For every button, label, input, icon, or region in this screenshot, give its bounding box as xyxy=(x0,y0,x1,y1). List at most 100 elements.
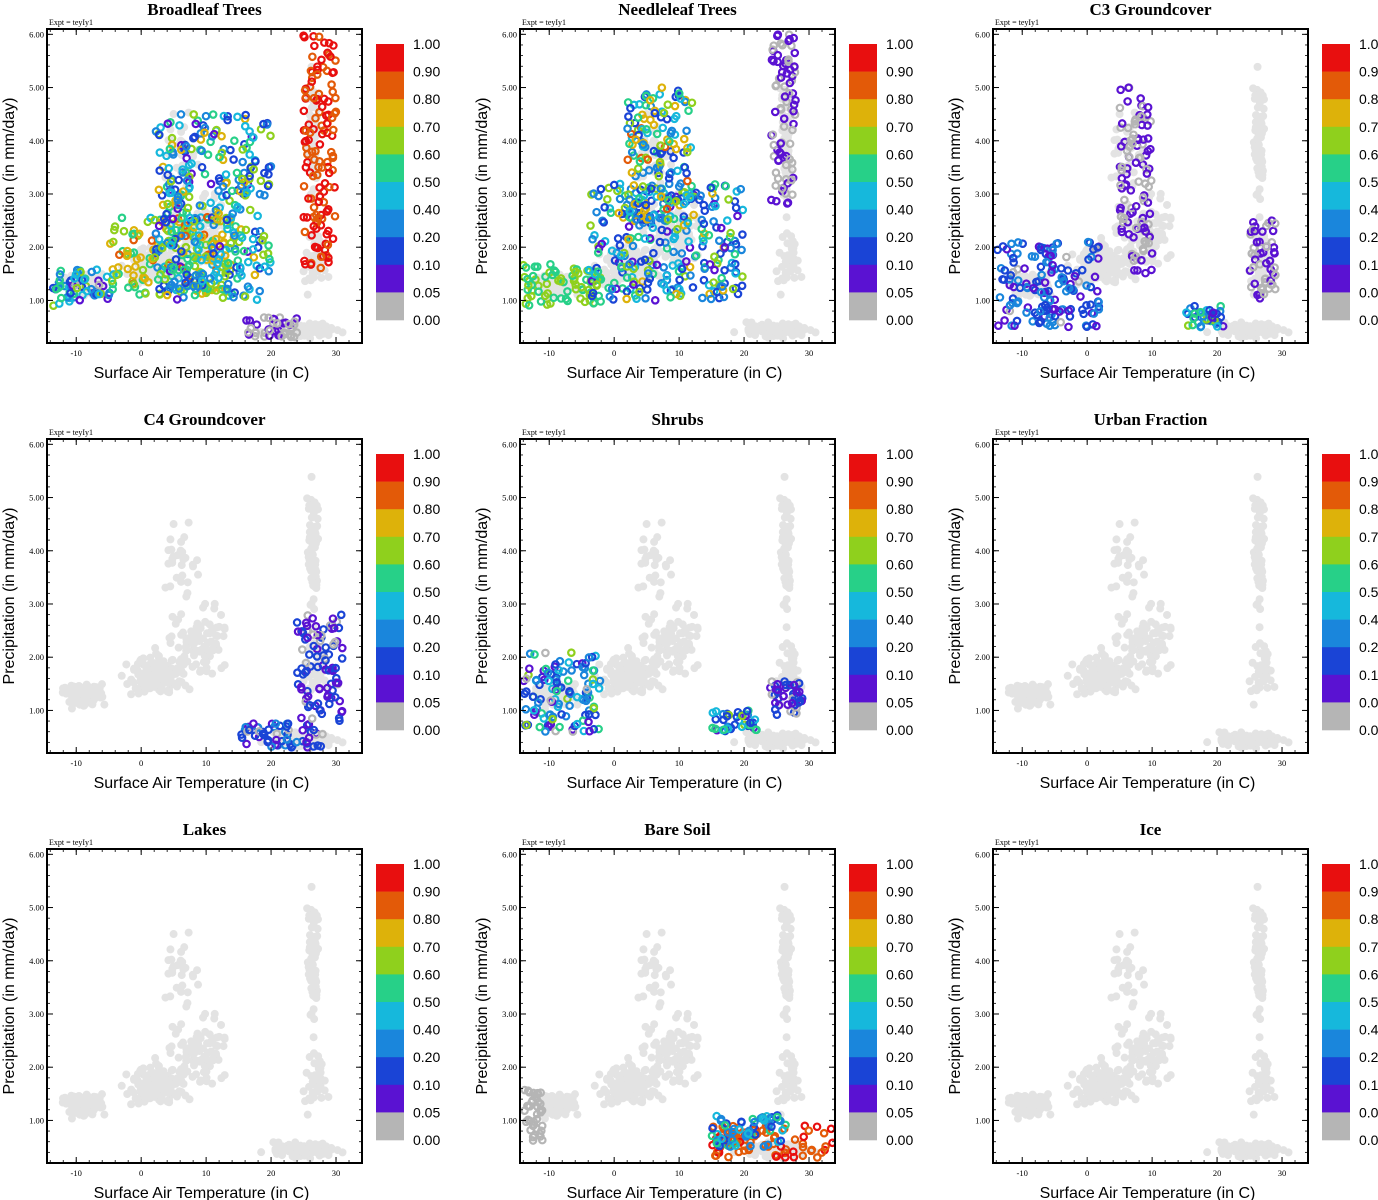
data-point xyxy=(610,256,620,265)
colorbar-label: 0.05 xyxy=(413,284,440,300)
background-point xyxy=(168,655,177,664)
background-point xyxy=(1110,268,1119,277)
background-point xyxy=(1255,213,1264,222)
data-point xyxy=(788,125,797,135)
data-point xyxy=(309,93,319,103)
data-point xyxy=(706,183,716,192)
data-point xyxy=(689,210,698,220)
data-point xyxy=(297,645,307,654)
data-point xyxy=(534,287,543,296)
x-tick-label: -10 xyxy=(544,348,555,358)
colorbar-label: 0.10 xyxy=(886,257,913,273)
data-point xyxy=(218,230,227,239)
background-point xyxy=(788,261,797,270)
data-point xyxy=(698,293,707,303)
data-point xyxy=(249,252,259,262)
data-point xyxy=(299,31,308,40)
data-point xyxy=(240,292,250,301)
data-point xyxy=(643,155,653,164)
data-point xyxy=(329,125,338,135)
background-point xyxy=(602,268,611,277)
background-point xyxy=(667,160,676,169)
background-point xyxy=(307,252,316,261)
background-point xyxy=(1258,91,1267,100)
data-point xyxy=(305,650,314,659)
colorbar-segment xyxy=(376,592,404,620)
data-point xyxy=(136,253,145,262)
data-point xyxy=(717,273,726,283)
data-point xyxy=(1117,174,1127,183)
data-point xyxy=(611,284,621,294)
data-point xyxy=(327,80,336,89)
background-point xyxy=(730,328,739,337)
data-point xyxy=(297,664,306,673)
data-point xyxy=(769,41,779,50)
background-point xyxy=(178,571,187,580)
colorbar-label: 0.90 xyxy=(1359,64,1378,80)
data-point xyxy=(222,190,231,200)
data-point xyxy=(141,289,150,298)
colorbar-segment xyxy=(849,209,877,238)
data-point xyxy=(206,198,215,208)
data-point xyxy=(226,238,236,248)
background-point xyxy=(70,682,79,691)
data-point xyxy=(190,132,199,142)
data-point xyxy=(631,214,641,224)
data-point xyxy=(165,258,174,268)
x-tick-label: 20 xyxy=(740,348,749,358)
background-point xyxy=(100,700,109,709)
data-point xyxy=(679,134,689,144)
data-point xyxy=(635,194,644,204)
data-point xyxy=(687,181,696,191)
data-point xyxy=(241,110,250,120)
background-point xyxy=(59,684,68,693)
data-point xyxy=(221,170,231,179)
data-point xyxy=(731,269,740,278)
data-point xyxy=(117,213,127,223)
data-point xyxy=(679,199,689,209)
background-point xyxy=(1079,249,1088,258)
background-point xyxy=(1148,257,1157,266)
background-point xyxy=(79,696,88,705)
data-point xyxy=(168,214,178,224)
data-point xyxy=(154,130,164,140)
data-point xyxy=(682,126,691,136)
data-point xyxy=(627,168,637,177)
data-point xyxy=(191,119,201,129)
data-point xyxy=(183,203,193,213)
data-point xyxy=(249,165,259,174)
data-point xyxy=(736,184,746,194)
data-point xyxy=(549,293,559,303)
background-point xyxy=(742,318,751,327)
colorbar-segment xyxy=(376,292,404,321)
data-point xyxy=(211,234,221,244)
data-point xyxy=(337,706,347,716)
data-point xyxy=(769,140,779,150)
data-point xyxy=(622,273,632,282)
data-point xyxy=(155,289,165,299)
colorbar-label: 0.80 xyxy=(413,91,440,107)
data-point xyxy=(737,245,746,255)
panel-title: Needleleaf Trees xyxy=(618,0,737,19)
data-point xyxy=(94,280,104,290)
background-point xyxy=(641,245,650,254)
data-point xyxy=(82,286,92,296)
colorbar-label: 0.40 xyxy=(1359,202,1378,218)
data-point xyxy=(776,73,786,82)
data-point xyxy=(190,237,200,247)
data-point xyxy=(193,282,203,291)
data-point xyxy=(322,119,332,128)
data-point xyxy=(698,241,707,251)
background-point xyxy=(155,663,164,672)
background-point xyxy=(1114,245,1123,254)
data-point xyxy=(233,202,242,212)
data-point xyxy=(266,131,275,141)
data-point xyxy=(648,223,658,232)
data-point xyxy=(994,321,1003,331)
data-point xyxy=(638,182,648,191)
colorbar: 1.00 0.90 0.80 0.70 0.60 0.50 0.40 0.20 0.10 0.05… xyxy=(849,36,913,328)
background-point xyxy=(183,589,192,598)
y-tick-label: 1.00 xyxy=(975,295,990,305)
background-point xyxy=(1158,229,1167,238)
data-point xyxy=(589,298,598,308)
